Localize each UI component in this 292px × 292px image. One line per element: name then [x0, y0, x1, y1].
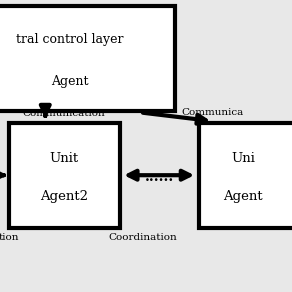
Text: Agent: Agent [223, 190, 263, 203]
Bar [199, 123, 292, 228]
Text: ......: ...... [145, 170, 174, 184]
Text: tion: tion [0, 234, 19, 242]
Text: Agent: Agent [51, 75, 89, 88]
Text: Coordination: Coordination [109, 234, 178, 242]
Text: tral control layer: tral control layer [16, 33, 124, 46]
Text: Communica: Communica [181, 108, 243, 117]
Text: Unit: Unit [50, 152, 79, 165]
Bar [0, 6, 175, 111]
Text: Communication: Communication [23, 109, 106, 118]
Bar [9, 123, 120, 228]
Text: Agent2: Agent2 [40, 190, 88, 203]
Text: Uni: Uni [231, 152, 255, 165]
